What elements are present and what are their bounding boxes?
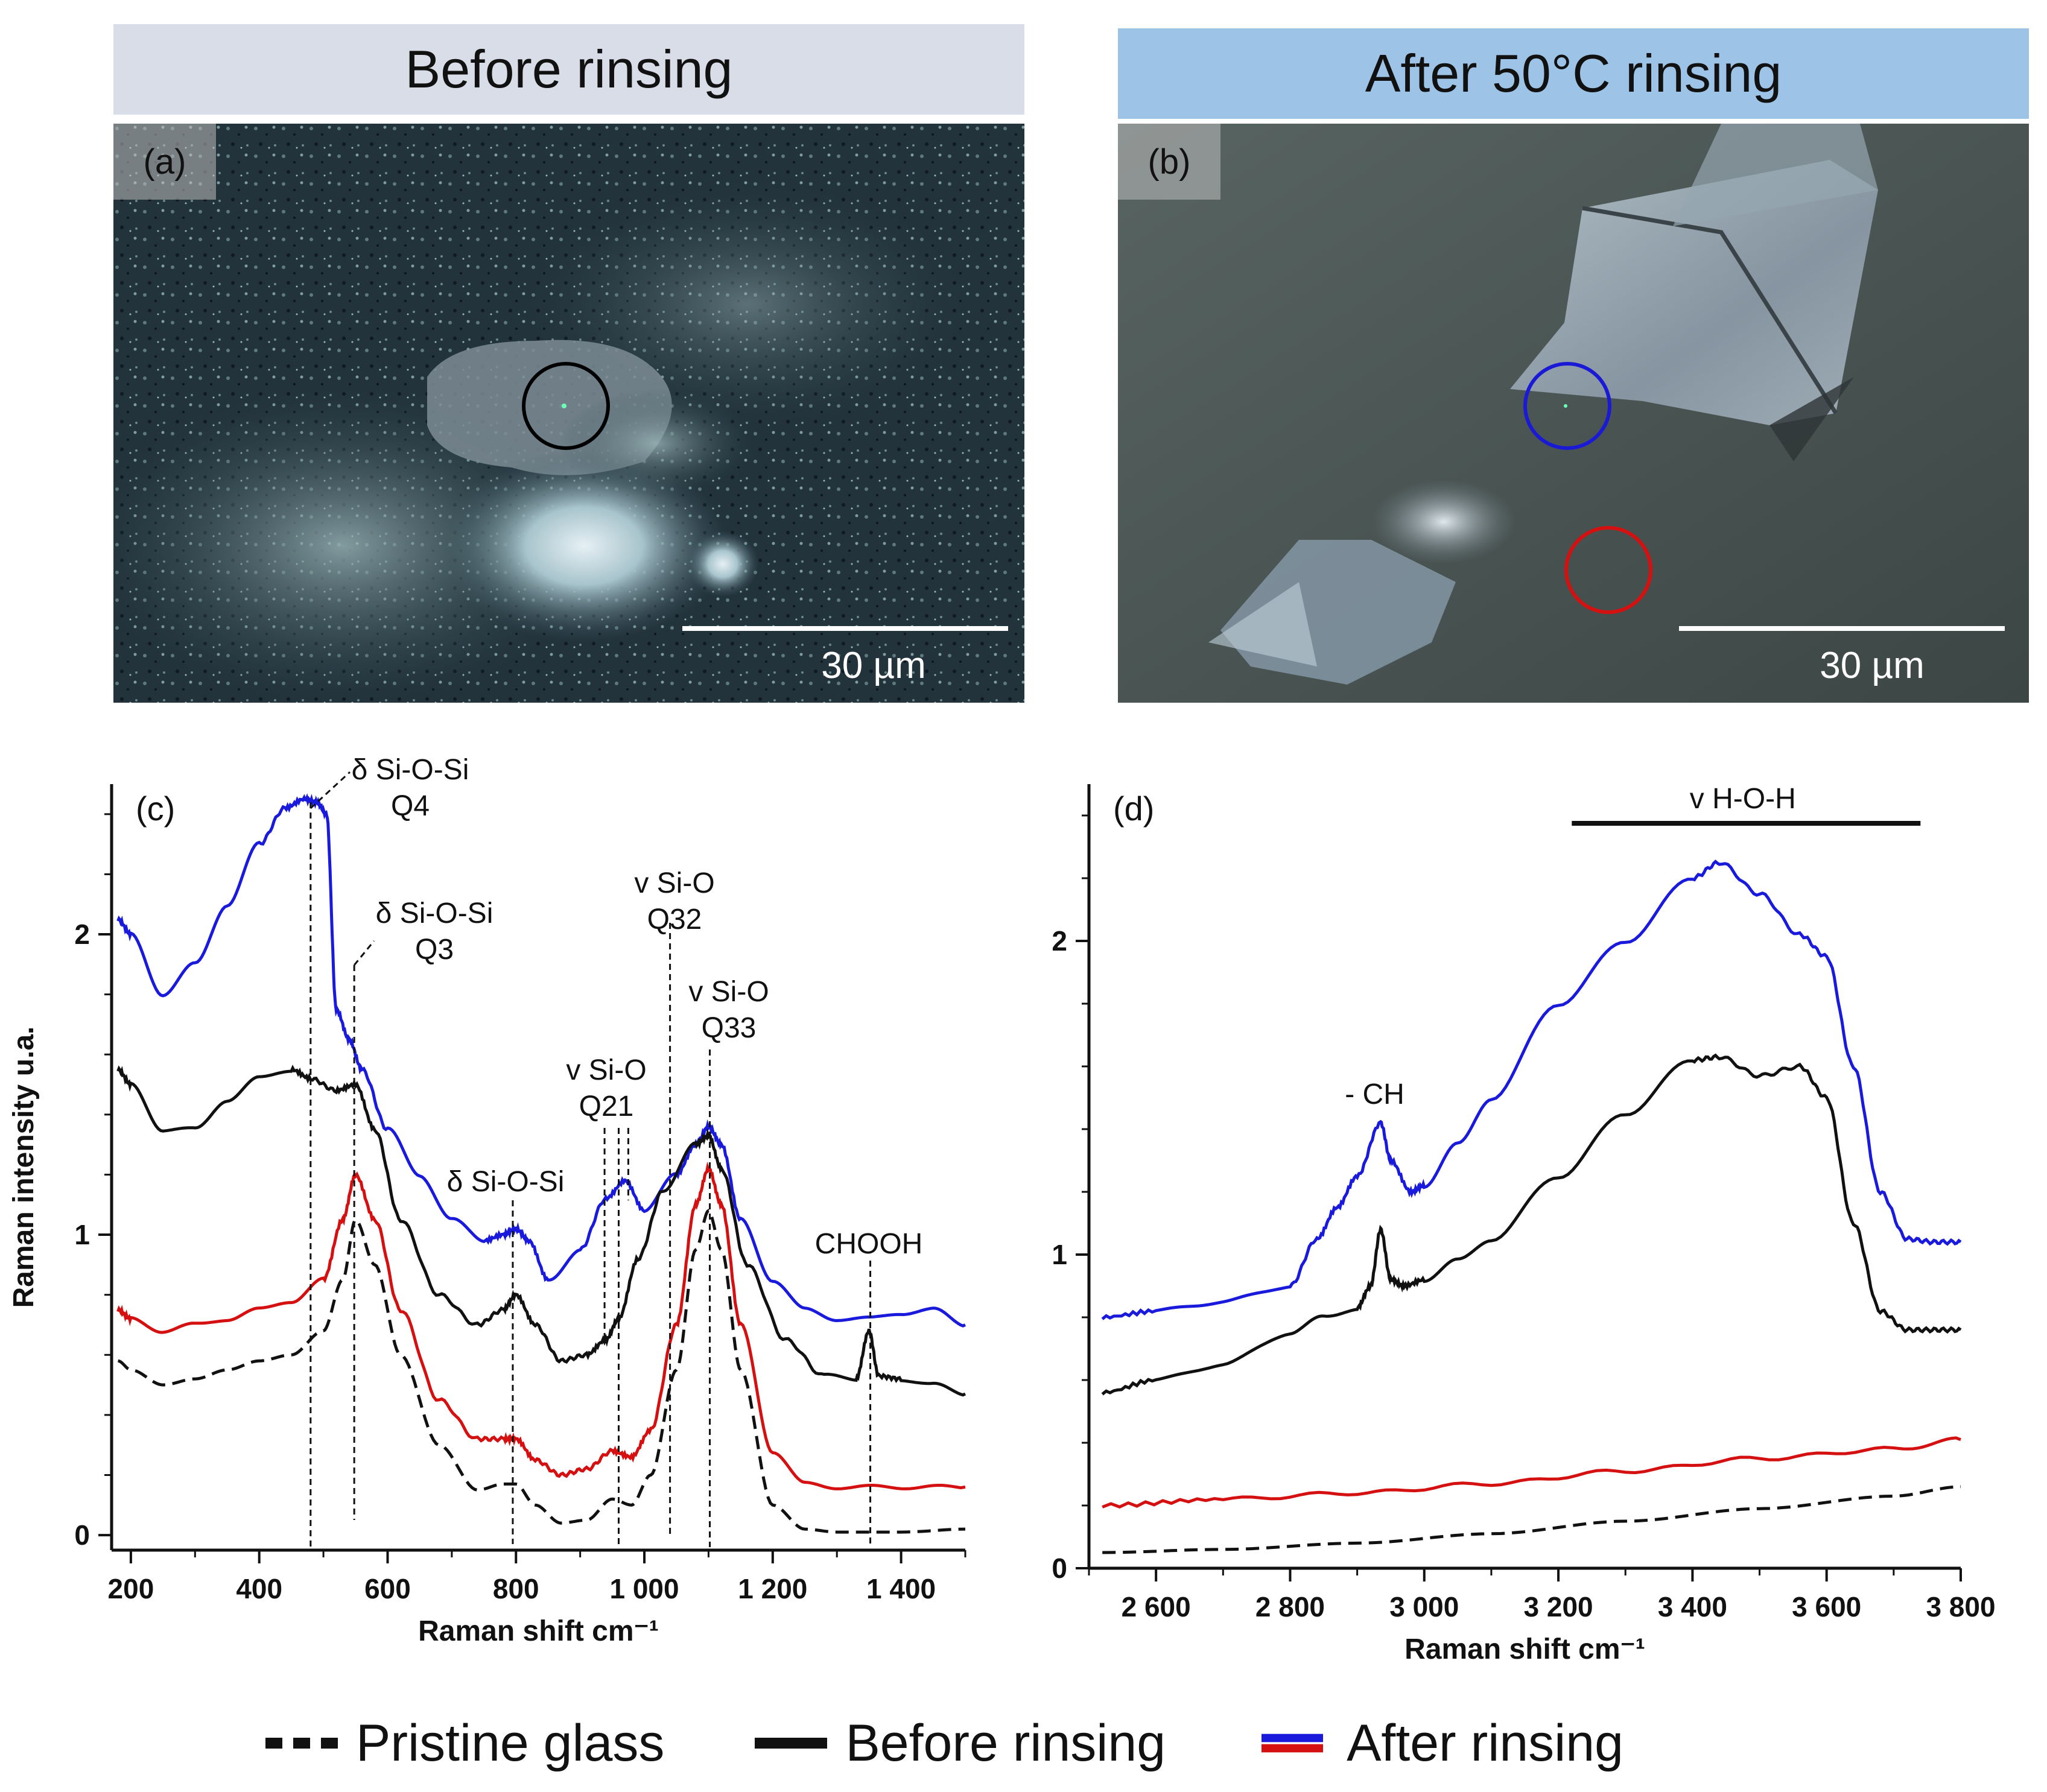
x-axis-label: Raman shift cm⁻¹ [418, 1615, 659, 1647]
raman-chart-c: 0 1 2 200 400 600 800 1 000 1 200 1 400 Raman shif… [0, 730, 1014, 1671]
scale-bar-a [682, 626, 1008, 631]
legend-item-pristine: Pristine glass [265, 1714, 664, 1773]
x-tick-label: 200 [108, 1573, 154, 1604]
series-line-1 [116, 1065, 966, 1397]
y-axis-label: Raman intensity u.a. [8, 1027, 40, 1308]
x-tick-label: 1 400 [866, 1573, 936, 1604]
x-tick-label: 3 000 [1389, 1591, 1459, 1623]
x-axis-label: Raman shift cm⁻¹ [1404, 1633, 1645, 1665]
legend-swatch-dashed [265, 1738, 338, 1749]
x-tick-label: 400 [236, 1573, 282, 1604]
measurement-circle-blue [1523, 362, 1611, 450]
micrograph-b-image [1118, 124, 2029, 703]
y-tick-label: 2 [74, 919, 90, 950]
annotation-leader [309, 771, 351, 809]
annotation-text: - CH [1345, 1078, 1404, 1110]
series-line-1 [1101, 1053, 1962, 1396]
y-tick-label: 0 [1052, 1553, 1067, 1584]
annotation-text: Q4 [391, 790, 430, 822]
measurement-circle-red [1564, 526, 1652, 614]
legend-label-after: After rinsing [1347, 1714, 1623, 1772]
panel-tag-b: (b) [1118, 124, 1220, 200]
panel-tag-a: (a) [113, 124, 216, 200]
series-line-3 [118, 1209, 966, 1534]
x-tick-label: 800 [493, 1573, 539, 1604]
annotation-text: CHOOH [815, 1228, 923, 1260]
legend-label-pristine: Pristine glass [356, 1714, 665, 1772]
series-line-0 [116, 793, 966, 1328]
series-line-2 [116, 1161, 966, 1490]
annotation-leader [353, 940, 375, 966]
y-tick-label: 1 [74, 1219, 90, 1250]
header-before-rinsing: Before rinsing [113, 24, 1024, 115]
legend-item-after: After rinsing [1256, 1714, 1623, 1773]
y-tick-label: 2 [1052, 925, 1067, 957]
panel-label: (c) [136, 790, 175, 828]
y-tick-label: 0 [74, 1519, 90, 1551]
micrograph-after-rinsing: (b) 30 µm [1118, 124, 2029, 703]
micrograph-before-rinsing: (a) 30 µm [113, 124, 1024, 703]
raman-chart-c-svg: 0 1 2 200 400 600 800 1 000 1 200 1 400 Raman shif… [8, 754, 966, 1647]
header-after-label: After 50°C rinsing [1365, 43, 1782, 103]
legend-item-before: Before rinsing [755, 1714, 1166, 1773]
annotation-text: v Si-O [566, 1054, 646, 1086]
x-tick-label: 3 600 [1792, 1591, 1861, 1623]
annotation-text: v Si-O [688, 976, 769, 1008]
annotation-text: δ Si-O-Si [447, 1166, 565, 1198]
legend-swatch-black [755, 1738, 828, 1749]
annotation-text: δ Si-O-Si [376, 898, 494, 929]
legend-swatch-blue-red [1262, 1733, 1324, 1753]
series-line-0 [1101, 860, 1962, 1320]
series-line-3 [1102, 1485, 1961, 1554]
annotation-text: Q3 [415, 934, 454, 966]
header-after-rinsing: After 50°C rinsing [1118, 28, 2029, 119]
scale-label-a: 30 µm [821, 645, 926, 686]
y-tick-label: 1 [1052, 1239, 1067, 1270]
x-tick-label: 3 800 [1926, 1591, 1995, 1623]
micrograph-a-image [113, 124, 1024, 703]
header-before-label: Before rinsing [405, 39, 733, 99]
x-tick-label: 1 200 [738, 1573, 807, 1604]
measurement-circle-black [522, 362, 610, 450]
x-tick-label: 3 200 [1524, 1591, 1593, 1623]
scale-bar-b [1679, 626, 2005, 631]
x-tick-label: 3 400 [1658, 1591, 1727, 1623]
legend-label-before: Before rinsing [845, 1714, 1166, 1772]
annotation-text: Q33 [702, 1012, 757, 1044]
x-tick-label: 2 800 [1255, 1591, 1325, 1623]
annotation-text: Q32 [647, 904, 702, 936]
annotation-text: v H-O-H [1690, 783, 1796, 815]
scale-label-b: 30 µm [1820, 645, 1925, 686]
annotation-text: v Si-O [634, 867, 714, 899]
series-line-2 [1102, 1436, 1961, 1509]
x-tick-label: 600 [364, 1573, 411, 1604]
x-tick-label: 2 600 [1122, 1591, 1191, 1623]
legend: Pristine glass Before rinsing After rins… [265, 1707, 1774, 1779]
annotation-text: δ Si-O-Si [352, 754, 469, 786]
x-tick-label: 1 000 [609, 1573, 679, 1604]
annotation-text: Q21 [579, 1091, 634, 1122]
raman-chart-d-svg: 0 1 2 2 600 2 800 3 000 3 200 3 400 3 600 3 800 Ra… [985, 783, 1996, 1665]
panel-label: (d) [1113, 790, 1154, 828]
raman-chart-d: 0 1 2 2 600 2 800 3 000 3 200 3 400 3 600 3 800 Ra… [985, 730, 2047, 1671]
